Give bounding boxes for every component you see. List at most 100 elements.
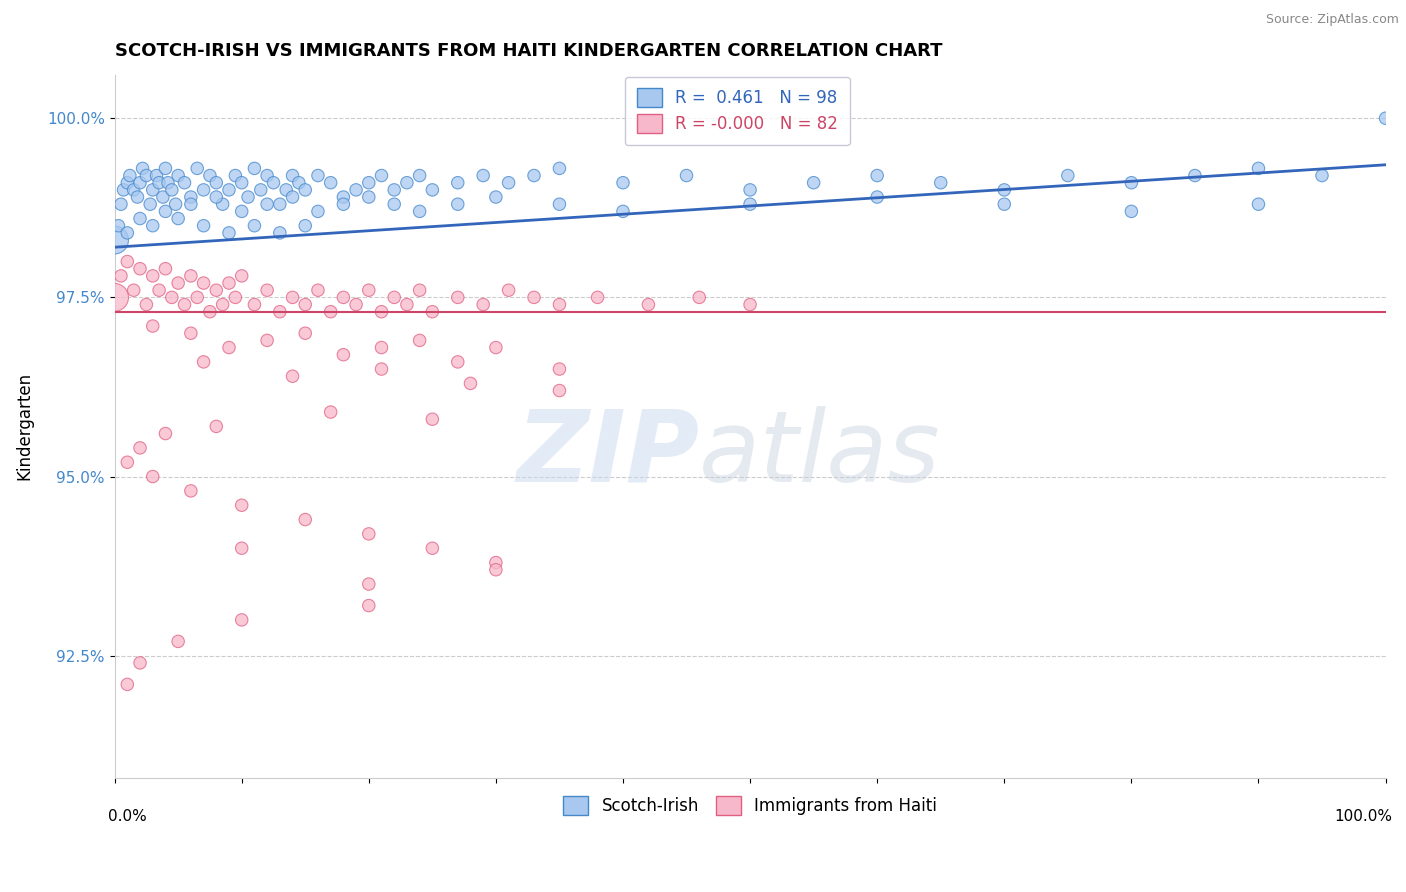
Point xyxy=(155,161,177,176)
Point xyxy=(129,261,152,276)
Point xyxy=(231,541,253,556)
Point xyxy=(929,176,952,190)
Point xyxy=(180,190,202,204)
Point xyxy=(307,283,329,297)
Point xyxy=(198,169,221,183)
Point xyxy=(294,326,316,341)
Text: 100.0%: 100.0% xyxy=(1334,809,1392,824)
Point xyxy=(276,183,298,197)
Point xyxy=(688,290,710,304)
Point xyxy=(256,283,278,297)
Point xyxy=(218,226,240,240)
Point xyxy=(142,219,165,233)
Point xyxy=(117,254,139,268)
Point xyxy=(357,599,380,613)
Point xyxy=(523,169,546,183)
Point xyxy=(447,290,470,304)
Point xyxy=(1184,169,1206,183)
Point xyxy=(152,190,174,204)
Point xyxy=(231,498,253,512)
Point xyxy=(155,261,177,276)
Point xyxy=(637,297,659,311)
Text: 0.0%: 0.0% xyxy=(108,809,148,824)
Point xyxy=(127,190,149,204)
Point xyxy=(382,183,405,197)
Point xyxy=(370,304,392,318)
Point xyxy=(231,204,253,219)
Point xyxy=(294,297,316,311)
Point xyxy=(738,297,761,311)
Point xyxy=(218,276,240,290)
Point xyxy=(288,176,311,190)
Point xyxy=(205,419,228,434)
Point xyxy=(186,290,208,304)
Point xyxy=(256,169,278,183)
Point xyxy=(422,304,444,318)
Point xyxy=(548,384,571,398)
Point xyxy=(256,334,278,348)
Point xyxy=(382,197,405,211)
Point xyxy=(472,169,495,183)
Point xyxy=(142,183,165,197)
Point xyxy=(422,183,444,197)
Point xyxy=(319,176,342,190)
Point xyxy=(148,176,170,190)
Point xyxy=(256,197,278,211)
Point xyxy=(281,169,304,183)
Point xyxy=(281,290,304,304)
Point xyxy=(1247,161,1270,176)
Point xyxy=(117,176,139,190)
Point xyxy=(129,441,152,455)
Text: ZIP: ZIP xyxy=(516,406,699,503)
Point xyxy=(332,190,354,204)
Point xyxy=(1121,204,1143,219)
Point xyxy=(281,369,304,384)
Point xyxy=(129,211,152,226)
Point xyxy=(1247,197,1270,211)
Point xyxy=(485,563,508,577)
Point xyxy=(408,204,430,219)
Point xyxy=(460,376,482,391)
Point xyxy=(129,656,152,670)
Point xyxy=(382,290,405,304)
Point xyxy=(294,219,316,233)
Point xyxy=(738,197,761,211)
Point xyxy=(422,541,444,556)
Point xyxy=(803,176,825,190)
Point xyxy=(224,169,246,183)
Point xyxy=(180,268,202,283)
Point xyxy=(218,341,240,355)
Point xyxy=(269,226,291,240)
Point xyxy=(357,527,380,541)
Point xyxy=(548,161,571,176)
Point xyxy=(117,455,139,469)
Point xyxy=(344,297,367,311)
Point xyxy=(139,197,162,211)
Point xyxy=(236,190,259,204)
Point xyxy=(357,176,380,190)
Point xyxy=(1121,176,1143,190)
Legend: Scotch-Irish, Immigrants from Haiti: Scotch-Irish, Immigrants from Haiti xyxy=(557,789,943,822)
Point xyxy=(165,197,187,211)
Point xyxy=(294,183,316,197)
Point xyxy=(129,176,152,190)
Point xyxy=(231,613,253,627)
Point xyxy=(548,297,571,311)
Point xyxy=(357,190,380,204)
Point xyxy=(1374,112,1396,126)
Point xyxy=(548,197,571,211)
Point xyxy=(395,297,418,311)
Point xyxy=(142,319,165,334)
Text: Source: ZipAtlas.com: Source: ZipAtlas.com xyxy=(1265,13,1399,27)
Point xyxy=(319,405,342,419)
Point xyxy=(155,426,177,441)
Point xyxy=(173,297,195,311)
Point xyxy=(498,176,520,190)
Point xyxy=(612,176,634,190)
Point xyxy=(142,268,165,283)
Point xyxy=(1056,169,1078,183)
Point xyxy=(866,169,889,183)
Point xyxy=(135,297,157,311)
Point xyxy=(180,326,202,341)
Point xyxy=(148,283,170,297)
